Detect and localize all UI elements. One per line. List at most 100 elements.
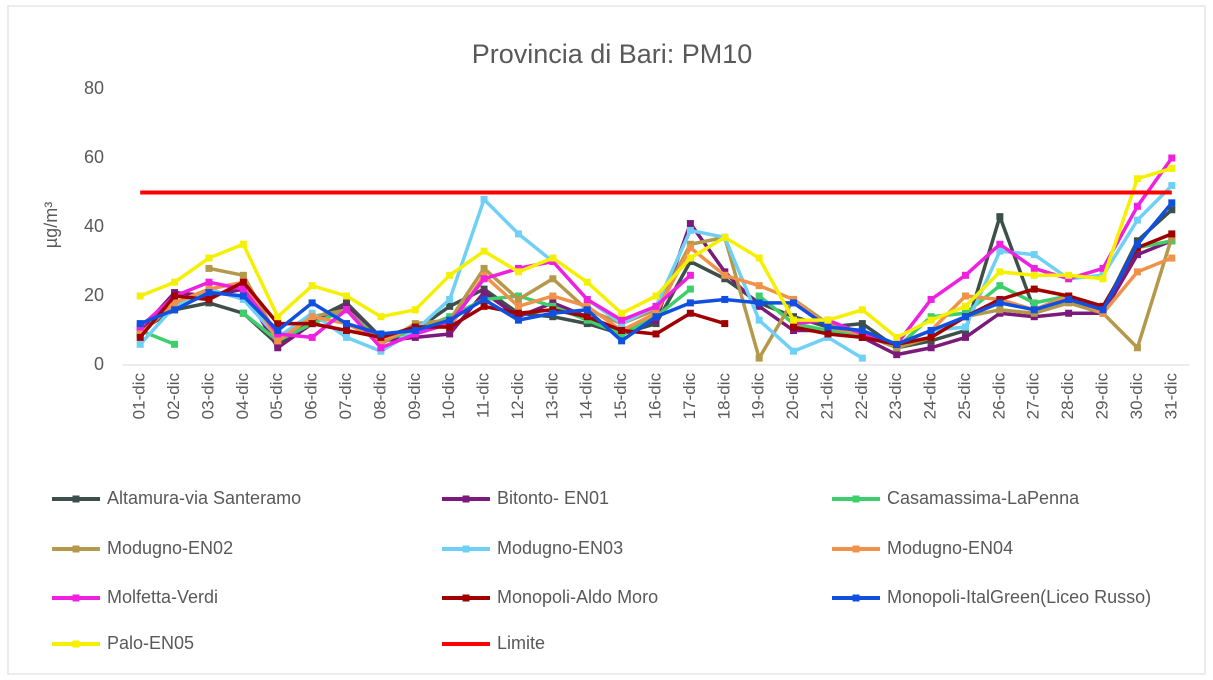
x-tick-label: 09-dic <box>405 373 424 420</box>
marker <box>1133 175 1141 183</box>
marker <box>480 264 488 272</box>
x-tick-label: 10-dic <box>439 373 458 420</box>
marker <box>136 340 144 348</box>
marker <box>927 316 935 324</box>
marker <box>205 289 213 297</box>
chart-border <box>7 5 1206 675</box>
y-tick-label: 40 <box>84 216 104 236</box>
y-tick-label: 60 <box>84 147 104 167</box>
x-tick-label: 26-dic <box>989 373 1008 420</box>
marker <box>686 244 694 252</box>
marker <box>274 344 282 352</box>
marker <box>136 333 144 341</box>
marker <box>411 306 419 314</box>
marker <box>480 195 488 203</box>
marker <box>343 333 351 341</box>
marker <box>514 302 522 310</box>
marker <box>308 313 316 321</box>
marker <box>171 306 179 314</box>
legend-marker <box>462 495 470 503</box>
x-tick-label: 06-dic <box>302 373 321 420</box>
marker <box>549 254 557 262</box>
marker <box>136 320 144 328</box>
marker <box>790 299 798 307</box>
marker <box>1168 164 1176 172</box>
marker <box>652 330 660 338</box>
x-tick-label: 28-dic <box>1058 373 1077 420</box>
marker <box>961 333 969 341</box>
marker <box>205 254 213 262</box>
x-tick-label: 27-dic <box>1024 373 1043 420</box>
marker <box>961 313 969 321</box>
marker <box>583 306 591 314</box>
marker <box>1030 251 1038 259</box>
x-tick-label: 11-dic <box>474 373 493 419</box>
marker <box>893 333 901 341</box>
marker <box>1065 309 1073 317</box>
marker <box>790 316 798 324</box>
marker <box>171 340 179 348</box>
marker <box>239 240 247 248</box>
x-tick-label: 25-dic <box>955 373 974 420</box>
marker <box>618 337 626 345</box>
x-tick-label: 08-dic <box>370 373 389 420</box>
marker <box>824 330 832 338</box>
marker <box>446 330 454 338</box>
marker <box>858 306 866 314</box>
marker <box>996 268 1004 276</box>
x-tick-label: 15-dic <box>611 373 630 420</box>
x-tick-label: 17-dic <box>680 373 699 420</box>
marker <box>377 313 385 321</box>
marker <box>343 306 351 314</box>
marker <box>652 302 660 310</box>
marker <box>961 292 969 300</box>
marker <box>927 327 935 334</box>
marker <box>1133 216 1141 224</box>
marker <box>514 295 522 303</box>
x-tick-label: 12-dic <box>508 373 527 420</box>
legend-label: Modugno-EN03 <box>497 538 623 558</box>
x-tick-label: 29-dic <box>1093 373 1112 420</box>
marker <box>583 313 591 321</box>
marker <box>274 337 282 345</box>
marker <box>480 289 488 297</box>
legend-label: Limite <box>497 633 545 653</box>
x-tick-label: 14-dic <box>577 373 596 420</box>
marker <box>686 220 694 228</box>
legend-marker <box>852 495 860 503</box>
marker <box>549 275 557 283</box>
marker <box>549 309 557 317</box>
x-tick-label: 02-dic <box>164 373 183 420</box>
marker <box>961 323 969 331</box>
marker <box>446 302 454 310</box>
marker <box>996 282 1004 290</box>
legend-marker <box>852 545 860 553</box>
marker <box>274 327 282 334</box>
marker <box>755 299 763 307</box>
chart-title: Provincia di Bari: PM10 <box>472 39 753 69</box>
marker <box>755 254 763 262</box>
marker <box>1065 295 1073 303</box>
marker <box>755 282 763 290</box>
marker <box>514 268 522 276</box>
marker <box>996 299 1004 307</box>
marker <box>893 340 901 348</box>
marker <box>927 344 935 352</box>
legend-label: Monopoli-ItalGreen(Liceo Russo) <box>887 587 1151 607</box>
legend-marker <box>852 594 860 602</box>
legend-marker <box>72 594 80 602</box>
x-tick-label: 13-dic <box>542 373 561 420</box>
y-tick-label: 80 <box>84 78 104 98</box>
marker <box>514 230 522 238</box>
marker <box>343 292 351 300</box>
x-tick-label: 07-dic <box>336 373 355 420</box>
marker <box>996 240 1004 248</box>
marker <box>721 320 729 328</box>
x-tick-label: 19-dic <box>749 373 768 420</box>
marker <box>1030 285 1038 293</box>
marker <box>308 333 316 341</box>
marker <box>721 233 729 241</box>
x-tick-label: 03-dic <box>198 373 217 420</box>
marker <box>1168 182 1176 190</box>
